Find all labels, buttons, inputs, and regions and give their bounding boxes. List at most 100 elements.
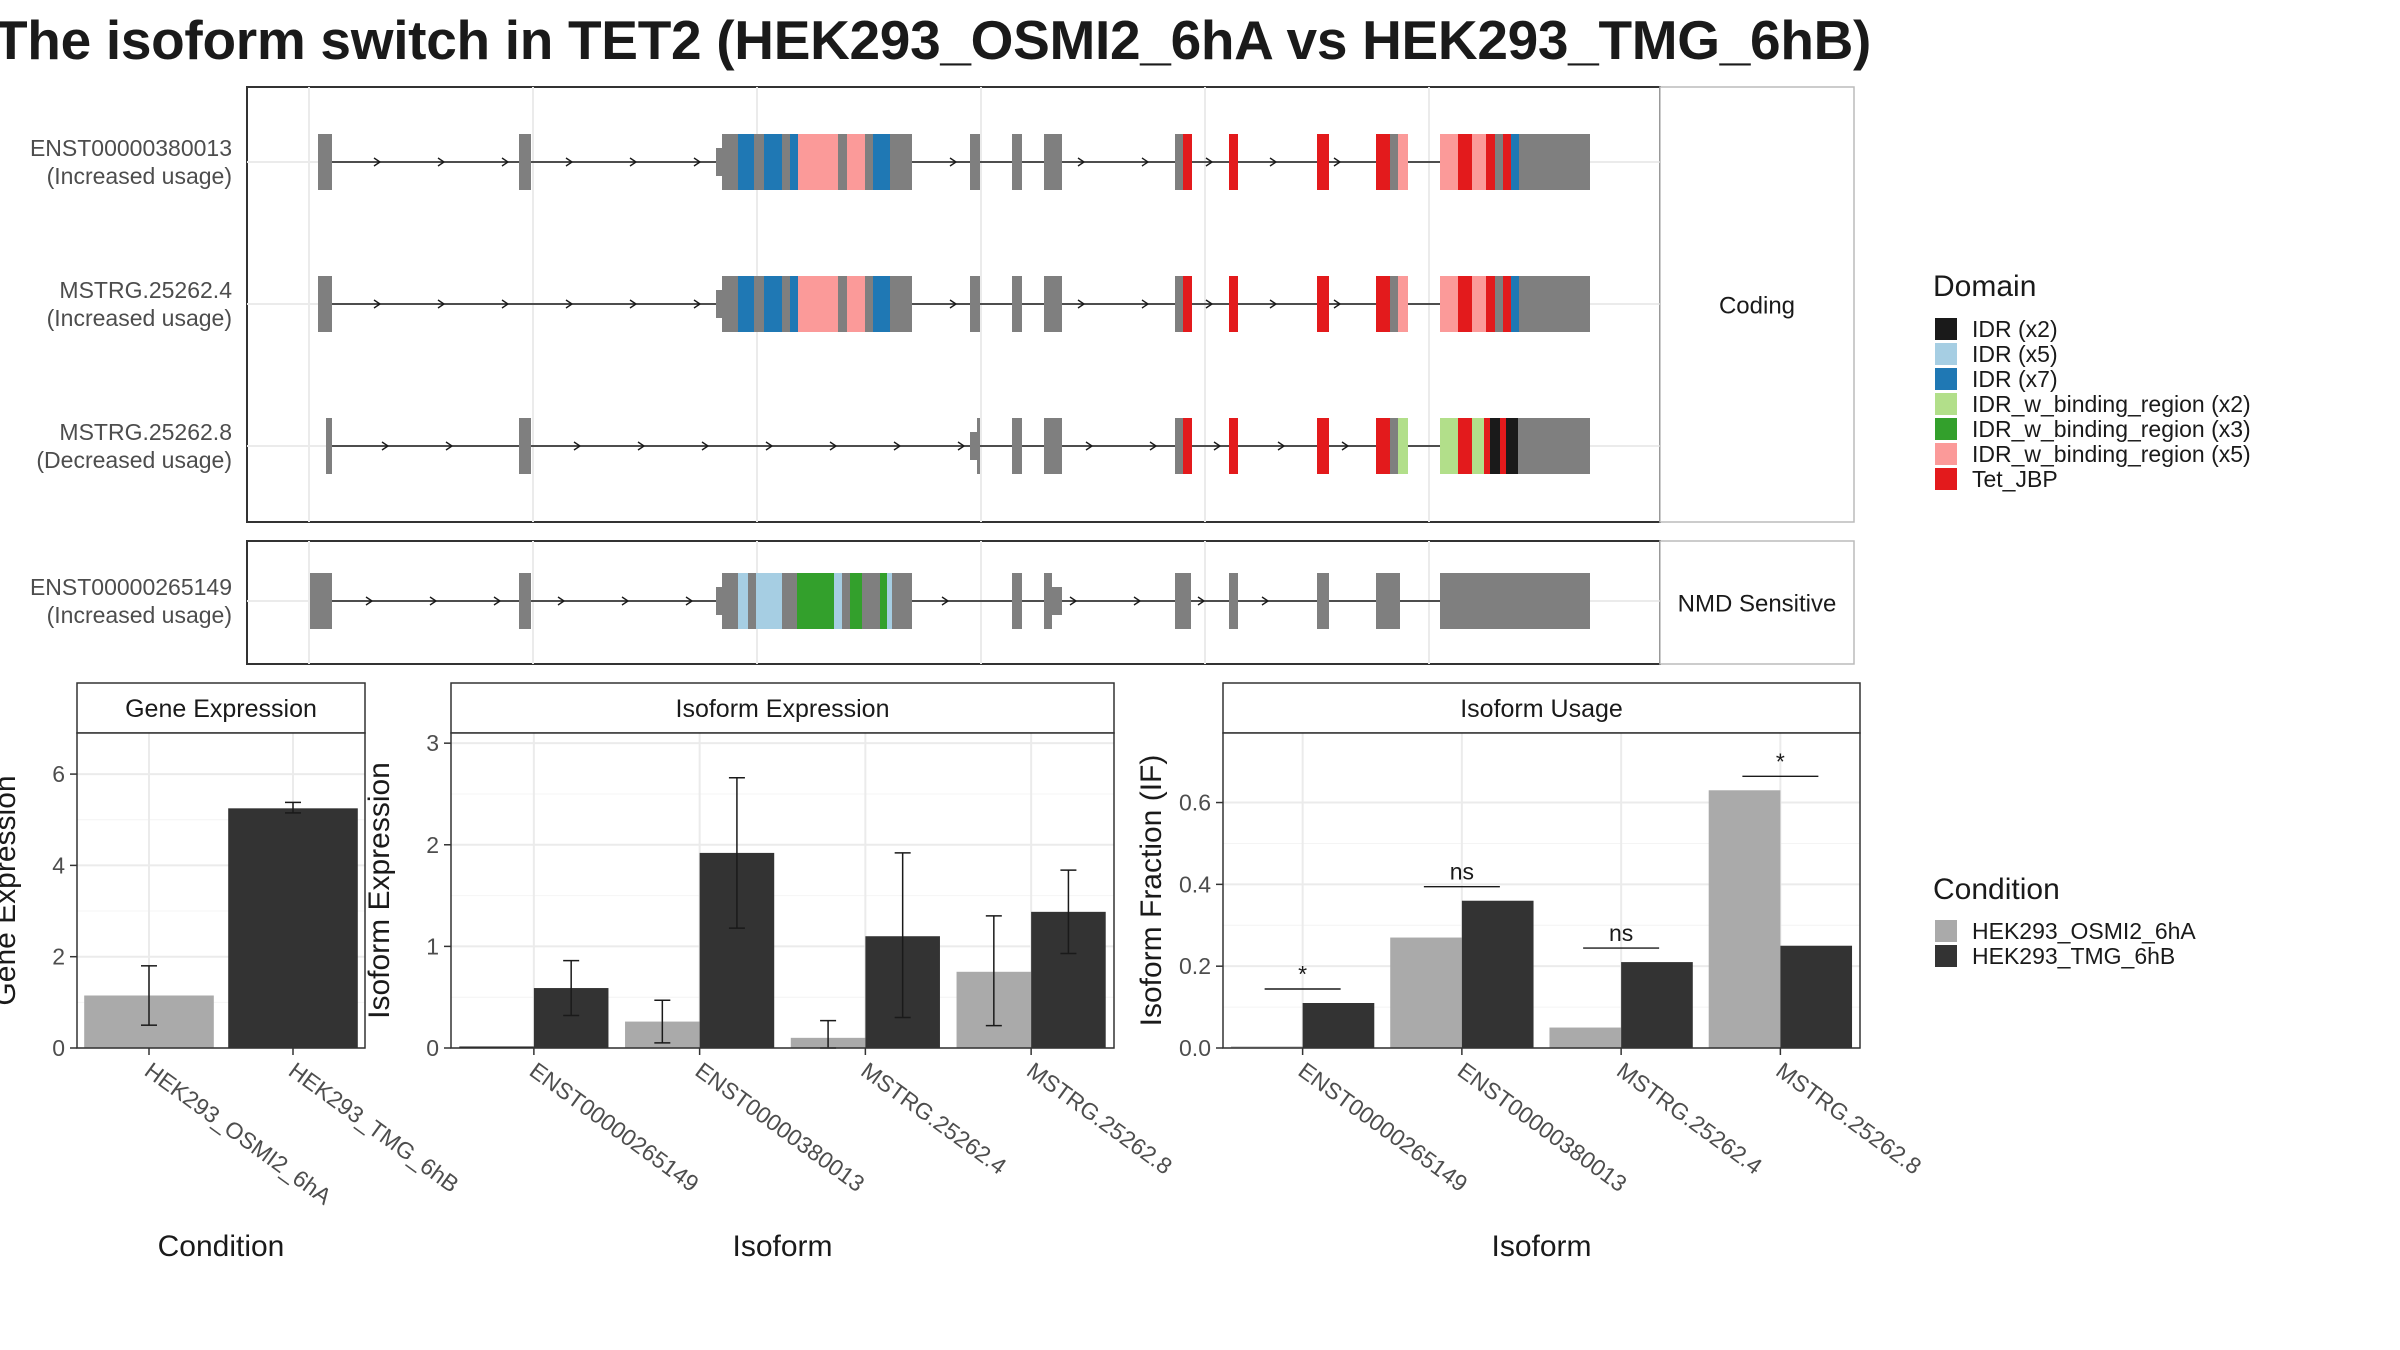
y-tick-label: 2 xyxy=(52,944,65,970)
domain-block xyxy=(1458,276,1472,332)
domain-block xyxy=(1440,134,1458,190)
exon-block xyxy=(1044,276,1062,332)
domain-block xyxy=(1183,418,1192,474)
domain-block xyxy=(880,573,887,629)
error-bar xyxy=(141,965,157,1026)
x-tick-label: ENST00000265149 xyxy=(1294,1057,1473,1197)
domain-block xyxy=(1317,418,1329,474)
direction-arrow xyxy=(949,157,958,167)
exon-block xyxy=(977,418,980,474)
exon-block xyxy=(519,573,531,629)
domain-block xyxy=(1183,134,1192,190)
direction-arrow xyxy=(445,441,454,451)
y-tick-label: 0.4 xyxy=(1179,871,1211,897)
exon-block xyxy=(754,276,764,332)
facet-strip-label: NMD Sensitive xyxy=(1678,591,1837,618)
exon-block xyxy=(890,134,912,190)
transcript-row xyxy=(318,276,1590,332)
exon-block xyxy=(842,573,850,629)
transcript-structure-panel: Coding NMD Sensitive ENST00000380013 (Incre… xyxy=(30,86,1855,665)
x-tick-label: ENST00000265149 xyxy=(525,1057,704,1197)
domain-block xyxy=(1458,418,1472,474)
direction-arrow xyxy=(373,157,382,167)
direction-arrow xyxy=(693,157,702,167)
domain-block xyxy=(1472,134,1486,190)
direction-arrow xyxy=(501,299,510,309)
exon-block xyxy=(1390,134,1398,190)
domain-block xyxy=(1440,276,1458,332)
domain-block xyxy=(1472,276,1486,332)
isoform-usage-chart: Isoform Usage * ns ns * 0.0 0.2 0.4 0.6 ENST00000… xyxy=(1135,682,1926,1263)
bar xyxy=(1621,962,1693,1048)
facet-strip xyxy=(1659,540,1855,665)
y-tick-label: 1 xyxy=(426,933,439,959)
legend-swatch xyxy=(1935,945,1957,967)
exon-block xyxy=(1495,134,1503,190)
exon-block xyxy=(892,573,912,629)
transcript-usage-label: (Decreased usage) xyxy=(36,447,232,473)
exon-block xyxy=(782,276,790,332)
y-tick-label: 0.2 xyxy=(1179,953,1211,979)
domain-block xyxy=(1503,276,1511,332)
error-bar xyxy=(563,959,580,1017)
error-bar xyxy=(1060,869,1077,955)
exon-block xyxy=(1518,418,1540,474)
x-axis-title: Condition xyxy=(158,1230,285,1263)
chart-title: Isoform Usage xyxy=(1460,695,1623,723)
direction-arrow xyxy=(685,596,694,606)
direction-arrow xyxy=(1261,596,1270,606)
transcript-usage-label: (Increased usage) xyxy=(47,305,232,331)
exon-block xyxy=(1495,276,1503,332)
transcript-usage-label: (Increased usage) xyxy=(47,602,232,628)
domain-block xyxy=(873,134,890,190)
direction-arrow xyxy=(893,441,902,451)
y-axis-title: Isoform Fraction (IF) xyxy=(1135,755,1168,1027)
domain-block xyxy=(1398,134,1408,190)
transcript-id-label: MSTRG.25262.8 xyxy=(59,419,232,445)
x-axis-title: Isoform xyxy=(732,1230,832,1263)
x-axis-title: Isoform xyxy=(1491,1230,1591,1263)
domain-block xyxy=(1486,276,1495,332)
exon-block xyxy=(782,134,790,190)
exon-block xyxy=(890,276,912,332)
direction-arrow xyxy=(1197,596,1206,606)
direction-arrow xyxy=(693,299,702,309)
exon-block xyxy=(865,134,873,190)
facet-strip-label: Coding xyxy=(1719,293,1795,320)
exon-block xyxy=(1317,573,1329,629)
direction-arrow xyxy=(365,596,374,606)
direction-arrow xyxy=(637,441,646,451)
direction-arrow xyxy=(437,157,446,167)
error-bar xyxy=(728,776,745,929)
direction-arrow xyxy=(941,596,950,606)
condition-legend-title: Condition xyxy=(1933,873,2060,906)
direction-arrow xyxy=(629,157,638,167)
legend-swatch xyxy=(1935,318,1957,340)
exon-block xyxy=(1540,418,1590,474)
significance-label: ns xyxy=(1609,920,1633,946)
transcript-id-label: ENST00000380013 xyxy=(30,135,232,161)
domain-block xyxy=(1229,276,1238,332)
domain-block xyxy=(1229,134,1238,190)
domain-block xyxy=(1472,418,1484,474)
domain-block xyxy=(790,276,798,332)
exon-block xyxy=(970,432,978,460)
exon-block xyxy=(1376,573,1400,629)
direction-arrow xyxy=(1213,441,1222,451)
domain-block xyxy=(798,276,838,332)
domain-block xyxy=(764,134,782,190)
domain-legend-label: IDR (x2) xyxy=(1972,316,2058,342)
exon-block xyxy=(1175,276,1183,332)
direction-arrow xyxy=(573,441,582,451)
domain-block xyxy=(1511,134,1519,190)
exon-block xyxy=(782,573,797,629)
exon-block xyxy=(1012,276,1022,332)
domain-block xyxy=(1376,134,1390,190)
exon-block xyxy=(1540,276,1590,332)
page-title: The isoform switch in TET2 (HEK293_OSMI2… xyxy=(0,9,1872,71)
domain-block xyxy=(1183,276,1192,332)
exon-block xyxy=(1012,134,1022,190)
domain-block xyxy=(738,134,754,190)
